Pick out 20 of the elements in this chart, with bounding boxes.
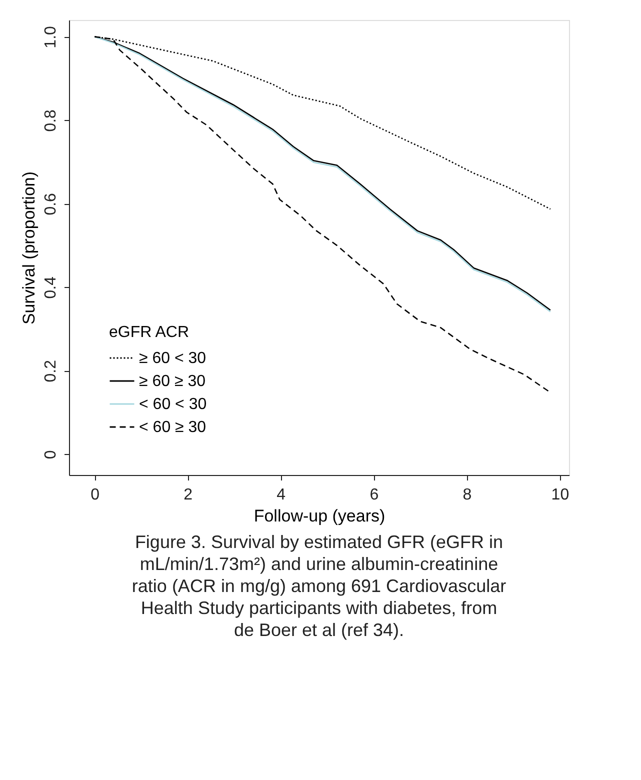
y-tick-label: 0.4 [42, 276, 60, 299]
y-tick-label: 0.8 [42, 109, 60, 132]
x-tick-label: 0 [90, 486, 100, 504]
legend-title: eGFR ACR [109, 324, 190, 341]
legend-label: ≥ 60 ≥ 30 [139, 373, 206, 390]
legend-label: < 60 ≥ 30 [139, 419, 206, 436]
y-tick-label: 1.0 [42, 26, 60, 48]
x-tick-label: 2 [184, 486, 193, 504]
y-tick-label: 0.2 [42, 360, 60, 382]
y-tick-label: 0 [42, 450, 60, 460]
x-tick-label: 6 [370, 486, 379, 504]
y-axis-title: Survival (proportion) [20, 171, 38, 325]
x-axis-title: Follow-up (years) [254, 506, 386, 526]
x-tick-label: 10 [551, 486, 570, 504]
legend-label: ≥ 60 < 30 [139, 350, 206, 367]
y-tick-label: 0.6 [42, 192, 60, 216]
x-tick-label: 8 [462, 486, 472, 504]
caption: Figure 3. Survival by estimated GFR (eGFR in mL/min/1.73m²) and urine albumin-creatinine ratio (ACR in mg/g) among 691 Cardiovascular Health Study participants with diabetes, from de Boer et al (ref 34). [132, 532, 506, 640]
legend-label: < 60 < 30 [139, 396, 207, 413]
x-tick-label: 4 [276, 486, 286, 504]
